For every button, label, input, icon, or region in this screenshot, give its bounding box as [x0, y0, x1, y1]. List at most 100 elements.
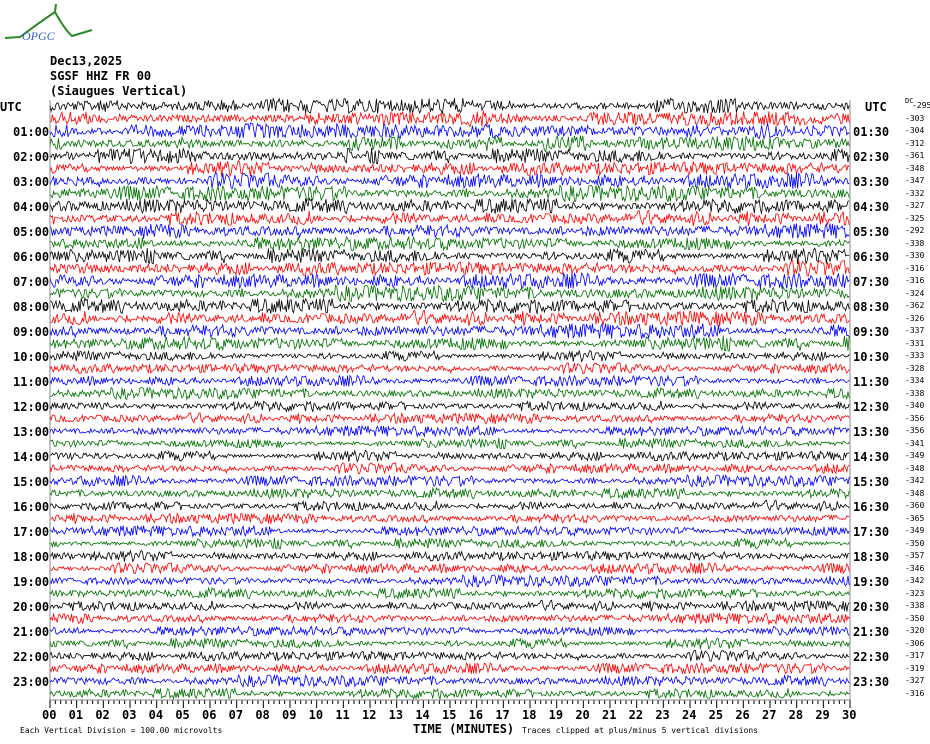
seismic-trace: [49, 134, 850, 153]
trace-offset-value: -331: [905, 338, 925, 348]
seismic-trace: [49, 649, 850, 663]
trace-offset-value: -356: [905, 413, 925, 423]
left-hour-label: 17:00: [13, 525, 50, 539]
location-label: (Siaugues Vertical): [50, 84, 188, 98]
x-tick-label: 20: [575, 708, 590, 722]
right-hour-label: 07:30: [853, 275, 890, 289]
date-label: Dec13,2025: [50, 54, 123, 68]
left-hour-label: 21:00: [13, 625, 50, 639]
station-label: SGSF HHZ FR 00: [50, 69, 152, 83]
seismic-trace: [49, 349, 850, 363]
trace-offset-value: -327: [905, 201, 925, 210]
seismic-trace: [49, 412, 850, 425]
right-hour-label: 05:30: [853, 225, 890, 239]
trace-offset-value: -337: [905, 326, 925, 335]
seismic-trace: [49, 171, 850, 190]
seismic-trace: [49, 625, 850, 637]
x-tick-label: 16: [468, 708, 484, 722]
trace-offset-value: -350: [905, 538, 925, 548]
x-tick-label: 14: [415, 708, 430, 722]
x-tick-label: 19: [548, 708, 564, 722]
trace-offset-value: -360: [905, 501, 925, 510]
right-hour-label: 01:30: [853, 125, 890, 139]
seismic-trace: [49, 374, 850, 388]
seismic-trace: [49, 222, 850, 240]
seismic-trace: [49, 247, 850, 266]
x-tick-label: 08: [255, 708, 270, 722]
trace-offset-value: -316: [905, 276, 925, 285]
seismic-trace: [49, 235, 850, 252]
x-tick-label: 05: [175, 708, 190, 722]
x-tick-label: 01: [68, 708, 84, 722]
opgc-logo: OPGC: [4, 3, 93, 43]
seismic-trace: [49, 499, 850, 513]
seismic-trace: [49, 271, 850, 290]
right-hour-label: 06:30: [853, 250, 890, 264]
left-hour-label: 23:00: [13, 675, 50, 689]
seismic-trace: [49, 437, 850, 450]
trace-offset-value: -330: [905, 251, 925, 260]
trace-offset-value: -347: [905, 176, 925, 185]
seismic-trace: [49, 687, 850, 701]
seismic-trace: [49, 196, 850, 215]
right-hour-label: 10:30: [853, 350, 890, 364]
right-hour-label: 09:30: [853, 325, 890, 339]
x-tick-label: 03: [122, 708, 137, 722]
x-tick-label: 18: [522, 708, 537, 722]
right-axis-title: UTC: [865, 100, 887, 114]
x-tick-label: 30: [842, 708, 857, 722]
right-hour-label: 14:30: [853, 450, 890, 464]
right-hour-label: 23:30: [853, 675, 890, 689]
seismic-trace: [49, 462, 850, 475]
trace-offset-value: -333: [905, 351, 925, 360]
trace-offset-value: -334: [905, 376, 925, 385]
seismic-trace: [49, 549, 850, 563]
left-hour-label: 09:00: [13, 325, 50, 339]
seismic-trace: [49, 159, 850, 178]
right-hour-label: 04:30: [853, 200, 890, 214]
seismic-trace: [49, 599, 850, 613]
right-hour-label: 13:30: [853, 425, 890, 439]
trace-offset-value: -342: [905, 476, 925, 485]
trace-offset-value: -316: [905, 688, 925, 698]
seismic-trace: [49, 296, 850, 315]
trace-offset-value: -328: [905, 363, 925, 373]
left-hour-label: 08:00: [13, 300, 50, 314]
trace-offset-value: -349: [905, 526, 925, 535]
x-tick-label: 24: [682, 708, 697, 722]
seismic-trace: [49, 147, 850, 165]
left-hour-label: 10:00: [13, 350, 50, 364]
seismic-trace: [49, 473, 850, 489]
seismic-trace: [49, 561, 850, 575]
trace-offset-value: -292: [905, 226, 925, 235]
x-tick-label: 15: [442, 708, 457, 722]
trace-offset-value: -306: [905, 638, 925, 648]
seismic-trace: [49, 537, 850, 550]
seismic-trace: [49, 673, 850, 689]
left-hour-label: 04:00: [13, 200, 50, 214]
trace-offset-value: -362: [905, 301, 925, 310]
seismic-trace: [49, 400, 850, 413]
seismic-trace: [49, 362, 850, 375]
right-hour-label: 08:30: [853, 300, 890, 314]
trace-offset-value: -326: [905, 313, 925, 323]
seismic-trace: [49, 122, 850, 141]
x-tick-label: 29: [815, 708, 830, 722]
left-hour-label: 12:00: [13, 400, 50, 414]
seismic-trace: [49, 209, 850, 227]
trace-offset-value: -317: [905, 651, 925, 660]
trace-offset-value: -361: [905, 151, 925, 160]
seismic-trace: [49, 524, 850, 538]
seismic-trace: [49, 586, 850, 601]
trace-offset-value: -341: [905, 438, 925, 448]
seismic-trace: [49, 335, 850, 352]
left-hour-label: 07:00: [13, 275, 50, 289]
left-hour-label: 20:00: [13, 600, 50, 614]
trace-offset-value: -304: [905, 126, 925, 135]
seismic-trace: [49, 486, 850, 501]
seismic-trace: [49, 424, 850, 438]
trace-offset-value: -323: [905, 588, 925, 598]
right-hour-label: 15:30: [853, 475, 890, 489]
